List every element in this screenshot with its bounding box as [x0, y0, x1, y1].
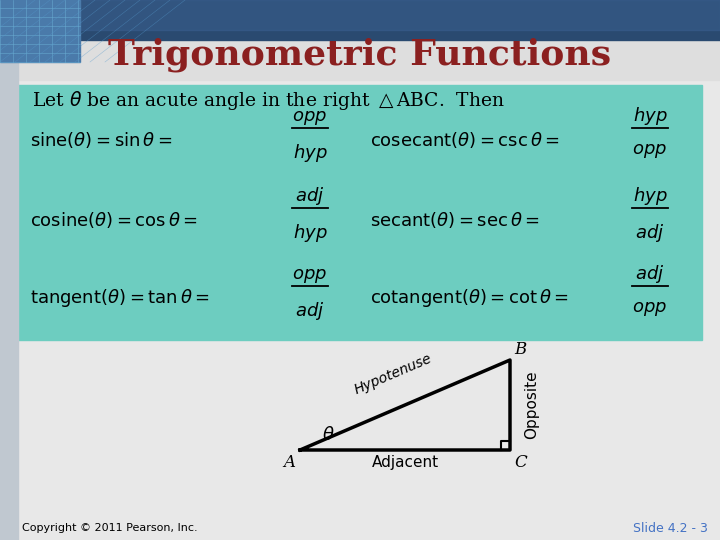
Text: Trigonometric Functions: Trigonometric Functions [109, 38, 611, 72]
Text: $\mathit{hyp}$: $\mathit{hyp}$ [633, 185, 667, 207]
Text: B: B [514, 341, 526, 358]
Text: $\mathit{opp}$: $\mathit{opp}$ [632, 142, 667, 160]
Text: $\mathit{hyp}$: $\mathit{hyp}$ [292, 222, 328, 244]
Text: $\mathit{opp}$: $\mathit{opp}$ [292, 109, 328, 127]
Text: $\mathit{adj}$: $\mathit{adj}$ [635, 222, 665, 244]
Text: Slide 4.2 - 3: Slide 4.2 - 3 [633, 522, 708, 535]
Text: C: C [514, 454, 527, 471]
Text: $\mathrm{sine}(\theta)=\sin\theta=$: $\mathrm{sine}(\theta)=\sin\theta=$ [30, 130, 172, 150]
Bar [0, 0, 80, 62]
Bar [0, 0, 720, 30]
Text: $\mathit{hyp}$: $\mathit{hyp}$ [633, 105, 667, 127]
Text: Copyright © 2011 Pearson, Inc.: Copyright © 2011 Pearson, Inc. [22, 523, 197, 533]
Bar [0, 2, 720, 80]
Text: $\mathit{adj}$: $\mathit{adj}$ [295, 300, 325, 322]
Text: Let $\theta$ be an acute angle in the right $\triangle$ABC.  Then: Let $\theta$ be an acute angle in the ri… [32, 89, 505, 111]
Text: $\theta$: $\theta$ [322, 426, 335, 444]
Text: $\mathrm{cosecant}(\theta)=\csc\theta=$: $\mathrm{cosecant}(\theta)=\csc\theta=$ [370, 130, 559, 150]
Text: $\mathit{opp}$: $\mathit{opp}$ [292, 267, 328, 285]
Text: Hypotenuse: Hypotenuse [352, 352, 434, 397]
Text: $\mathit{opp}$: $\mathit{opp}$ [632, 300, 667, 318]
Text: Adjacent: Adjacent [372, 455, 438, 470]
Text: $\mathrm{cotangent}(\theta)=\cot\theta=$: $\mathrm{cotangent}(\theta)=\cot\theta=$ [370, 287, 569, 309]
Text: $\mathrm{tangent}(\theta)=\tan\theta=$: $\mathrm{tangent}(\theta)=\tan\theta=$ [30, 287, 210, 309]
Text: $\mathit{hyp}$: $\mathit{hyp}$ [292, 142, 328, 164]
Text: $\mathrm{secant}(\theta)=\sec\theta=$: $\mathrm{secant}(\theta)=\sec\theta=$ [370, 210, 540, 230]
Bar [18, 85, 702, 340]
Bar [0, 0, 18, 540]
Text: $\mathrm{cosine}(\theta)=\cos\theta=$: $\mathrm{cosine}(\theta)=\cos\theta=$ [30, 210, 198, 230]
Text: $\mathit{adj}$: $\mathit{adj}$ [295, 185, 325, 207]
Text: $\mathit{adj}$: $\mathit{adj}$ [635, 263, 665, 285]
Text: A: A [283, 454, 295, 471]
Bar [0, 0, 720, 40]
Text: Opposite: Opposite [524, 370, 539, 440]
